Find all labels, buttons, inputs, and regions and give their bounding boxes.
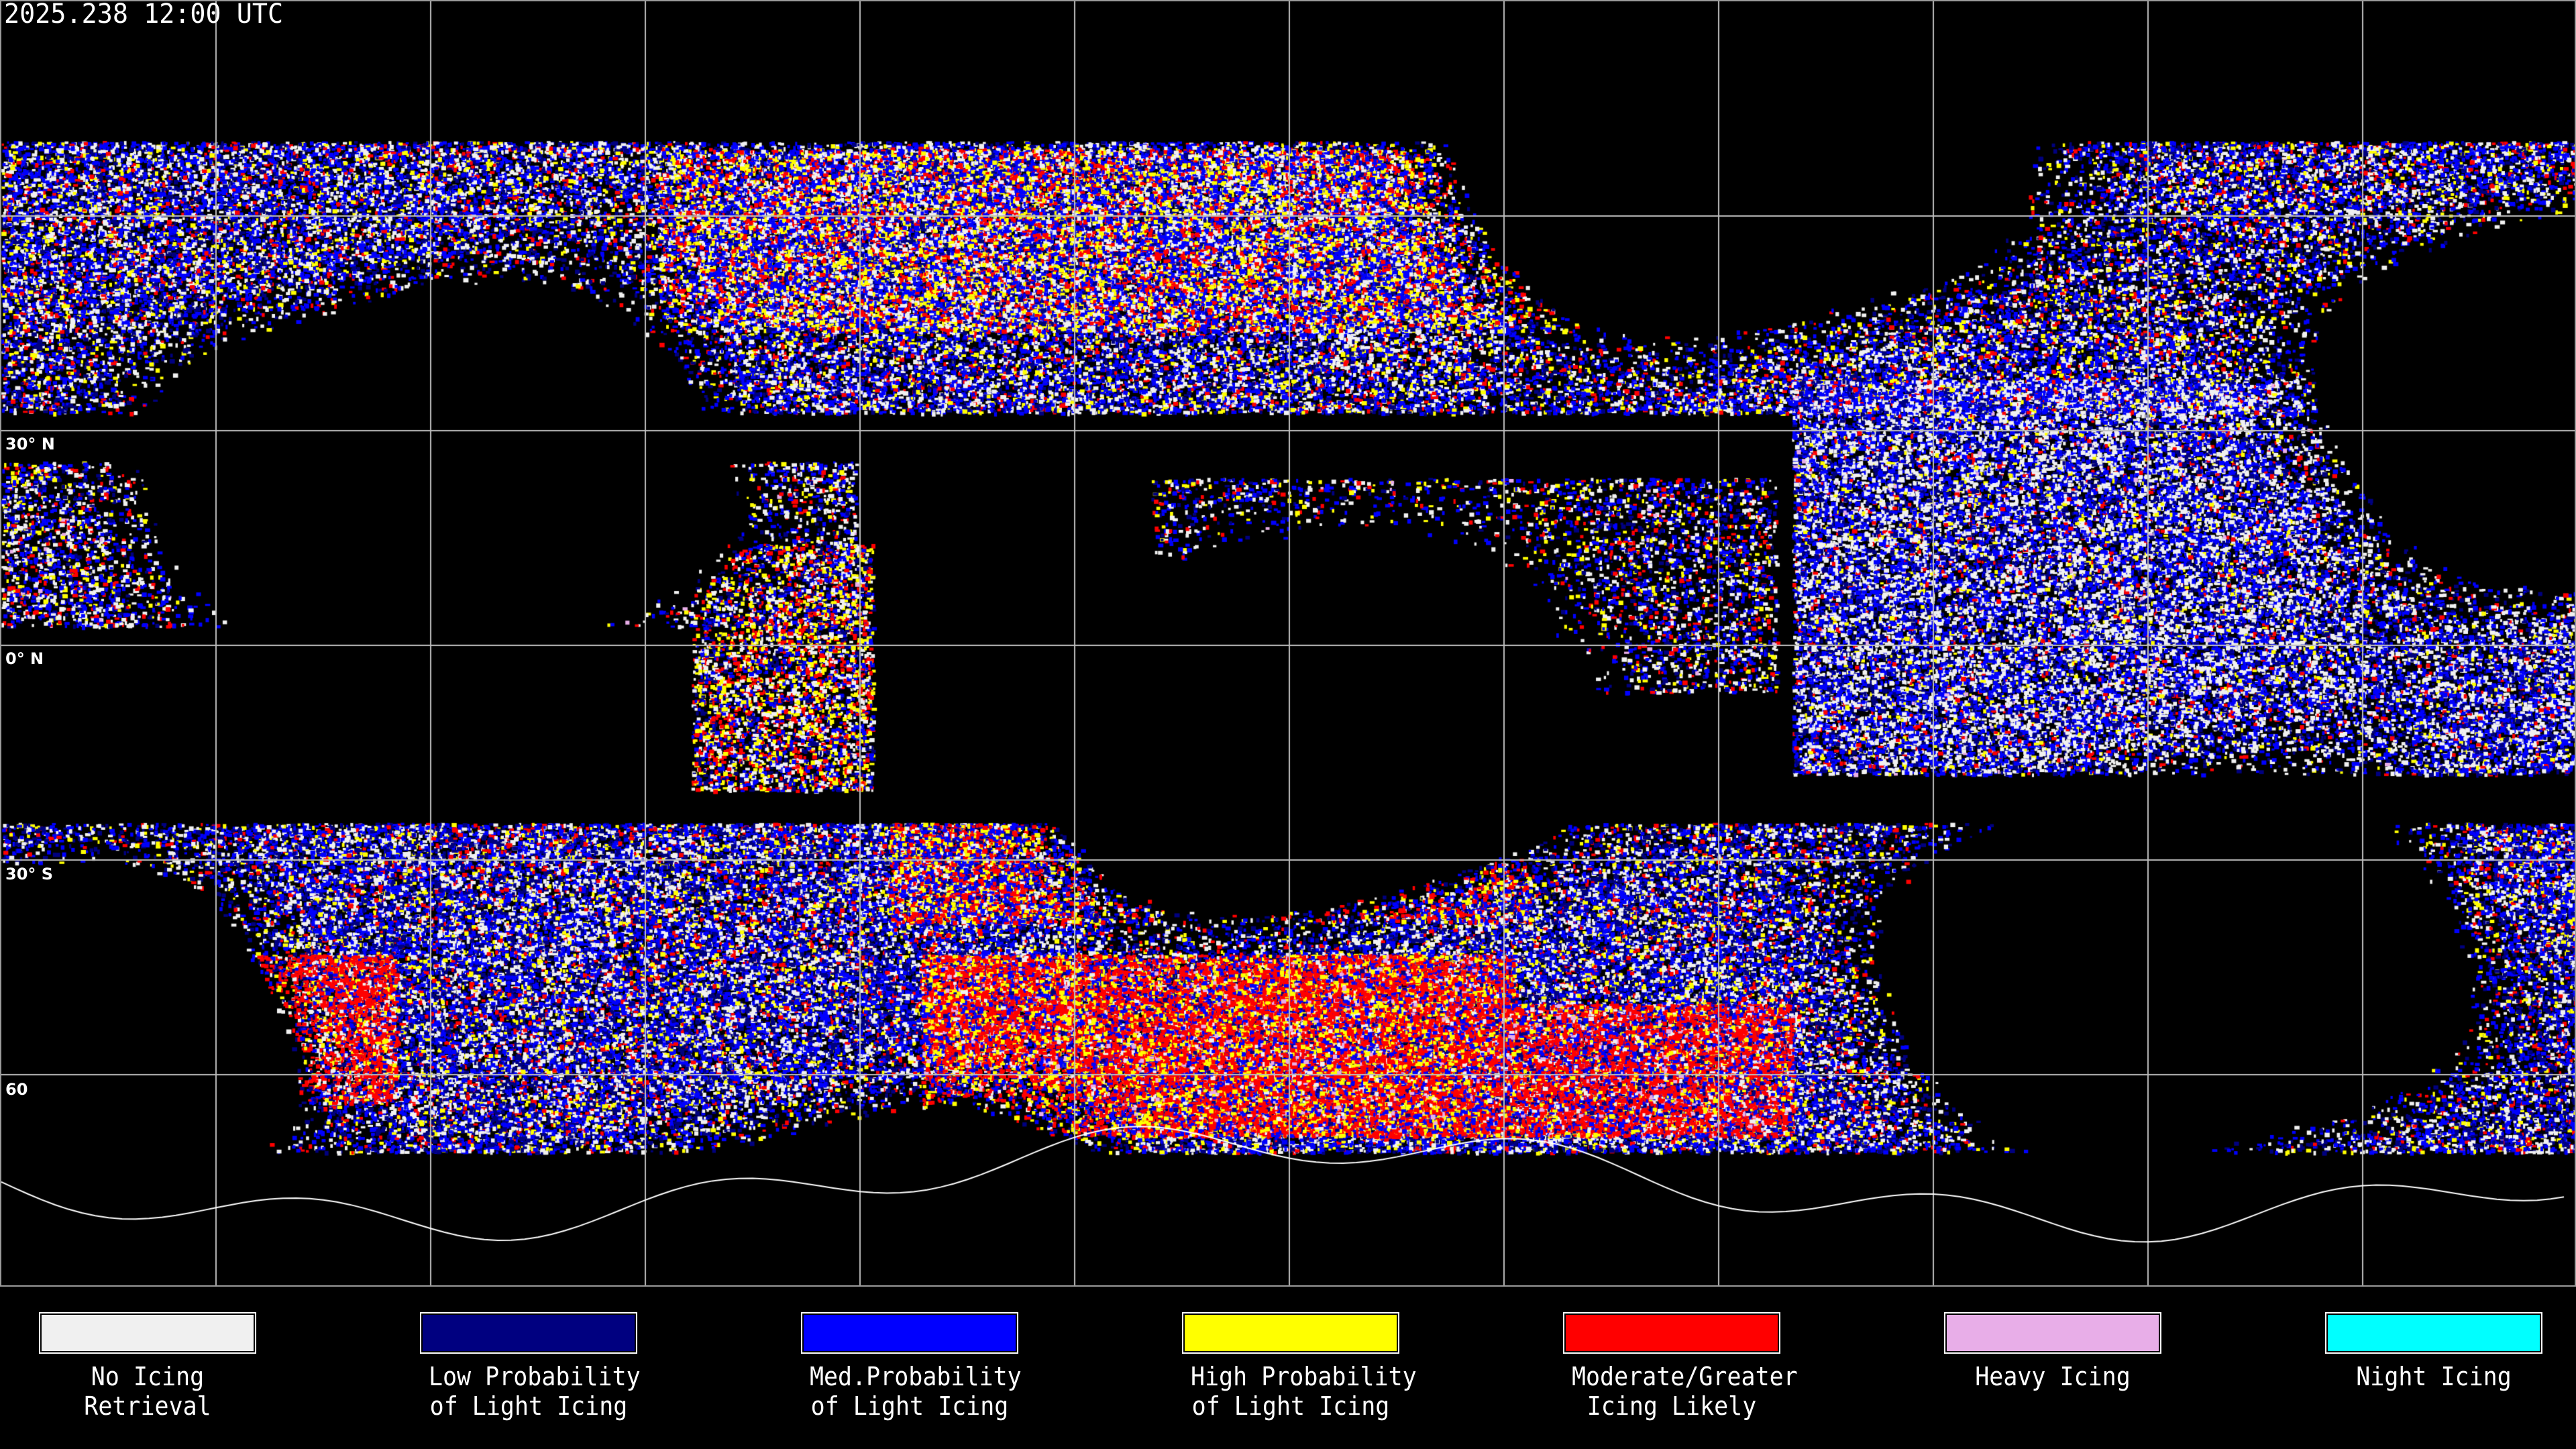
legend-label-2: of Light Icing [810, 1391, 1009, 1421]
legend-swatch [1182, 1312, 1399, 1354]
legend-swatch [801, 1312, 1018, 1354]
legend-label-1: Heavy Icing [1975, 1362, 2131, 1391]
timestamp-label: 2025.238 12:00 UTC [4, 0, 284, 30]
lat-label-30n: 30° N [5, 435, 55, 453]
lat-label-60: 60 [5, 1080, 28, 1099]
legend-swatch [420, 1312, 637, 1354]
icing-field-canvas [1, 1, 2575, 1285]
legend-item-med-prob: Med.Probability of Light Icing [801, 1312, 1022, 1421]
legend-item-heavy: Heavy Icing [1944, 1312, 2161, 1391]
legend-label-2: of Light Icing [429, 1391, 628, 1421]
legend-label-1: High Probability [1190, 1362, 1417, 1391]
legend-label-2: Icing Likely [1587, 1391, 1757, 1421]
legend-swatch [1563, 1312, 1780, 1354]
legend-item-low-prob: Low Probability of Light Icing [420, 1312, 641, 1421]
legend-label-1: Med.Probability [809, 1362, 1022, 1391]
icing-map: 2025.238 12:00 UTC 30° N 0° N 30° S 60 [0, 0, 2576, 1287]
legend-label-1: Moderate/Greater [1571, 1362, 1798, 1391]
legend-label-2: of Light Icing [1191, 1391, 1390, 1421]
lat-label-30s: 30° S [5, 865, 54, 883]
legend-item-moderate: Moderate/Greater Icing Likely [1563, 1312, 1798, 1421]
legend-label-1: No Icing [91, 1362, 205, 1391]
legend-item-no-icing: No Icing Retrieval [39, 1312, 256, 1421]
legend: No Icing Retrieval Low Probability of Li… [0, 1288, 2576, 1449]
legend-item-night: Night Icing [2325, 1312, 2542, 1391]
legend-swatch [2325, 1312, 2542, 1354]
legend-label-1: Low Probability [428, 1362, 641, 1391]
lat-label-0: 0° N [5, 649, 44, 668]
legend-swatch [39, 1312, 256, 1354]
legend-label-2: Retrieval [84, 1391, 211, 1421]
legend-label-1: Night Icing [2356, 1362, 2512, 1391]
legend-swatch [1944, 1312, 2161, 1354]
legend-item-high-prob: High Probability of Light Icing [1182, 1312, 1417, 1421]
